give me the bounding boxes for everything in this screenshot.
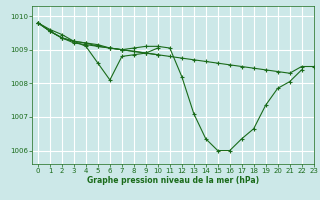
- X-axis label: Graphe pression niveau de la mer (hPa): Graphe pression niveau de la mer (hPa): [87, 176, 259, 185]
